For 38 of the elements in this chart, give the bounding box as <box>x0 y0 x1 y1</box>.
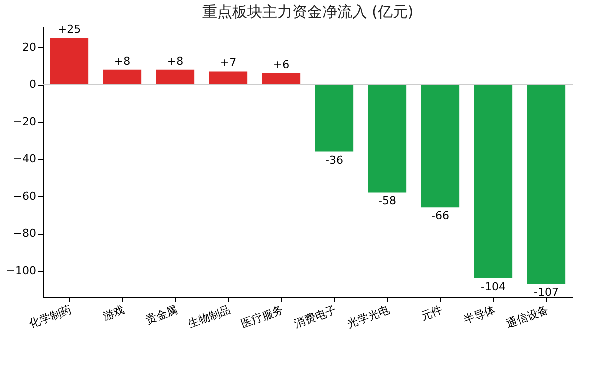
data-label: -104 <box>481 280 506 294</box>
bar <box>474 84 513 278</box>
y-tick-label: −80 <box>13 227 36 240</box>
x-tick-label: 生物制品 <box>186 304 233 331</box>
data-label: -66 <box>432 210 450 223</box>
x-tick-label: 通信设备 <box>504 304 551 331</box>
data-label: +8 <box>167 54 184 68</box>
y-tick-label: 0 <box>30 78 36 92</box>
x-tick-label: 化学制药 <box>28 304 74 331</box>
y-tick-label: 20 <box>22 40 36 54</box>
data-label: +6 <box>273 58 290 72</box>
data-label: -58 <box>378 194 396 208</box>
y-tick-label: −100 <box>6 264 36 278</box>
bar <box>527 84 566 284</box>
x-tick-label: 医疗服务 <box>240 304 286 331</box>
bar <box>368 84 407 193</box>
data-label: -107 <box>534 286 559 299</box>
x-tick-label: 元件 <box>419 304 445 324</box>
bar <box>50 38 89 85</box>
x-tick-label: 半导体 <box>462 304 498 328</box>
y-tick-label: −60 <box>13 190 36 203</box>
bar <box>156 70 195 85</box>
chart-title: 重点板块主力资金净流入 (亿元) <box>202 3 414 22</box>
data-label: +7 <box>220 56 237 70</box>
data-label: +8 <box>114 54 131 68</box>
x-tick-label: 消费电子 <box>292 304 339 331</box>
x-tick-label: 游戏 <box>101 304 127 324</box>
data-label: -36 <box>326 154 344 167</box>
data-label: +25 <box>58 23 82 36</box>
x-tick-label: 光学光电 <box>346 304 392 331</box>
y-tick-label: −20 <box>13 115 36 128</box>
bar <box>209 72 248 85</box>
bar <box>421 84 460 208</box>
bar <box>315 84 354 152</box>
bar <box>262 74 301 85</box>
bar <box>103 70 142 85</box>
x-tick-label: 贵金属 <box>144 304 180 328</box>
y-tick-label: −40 <box>13 152 36 166</box>
